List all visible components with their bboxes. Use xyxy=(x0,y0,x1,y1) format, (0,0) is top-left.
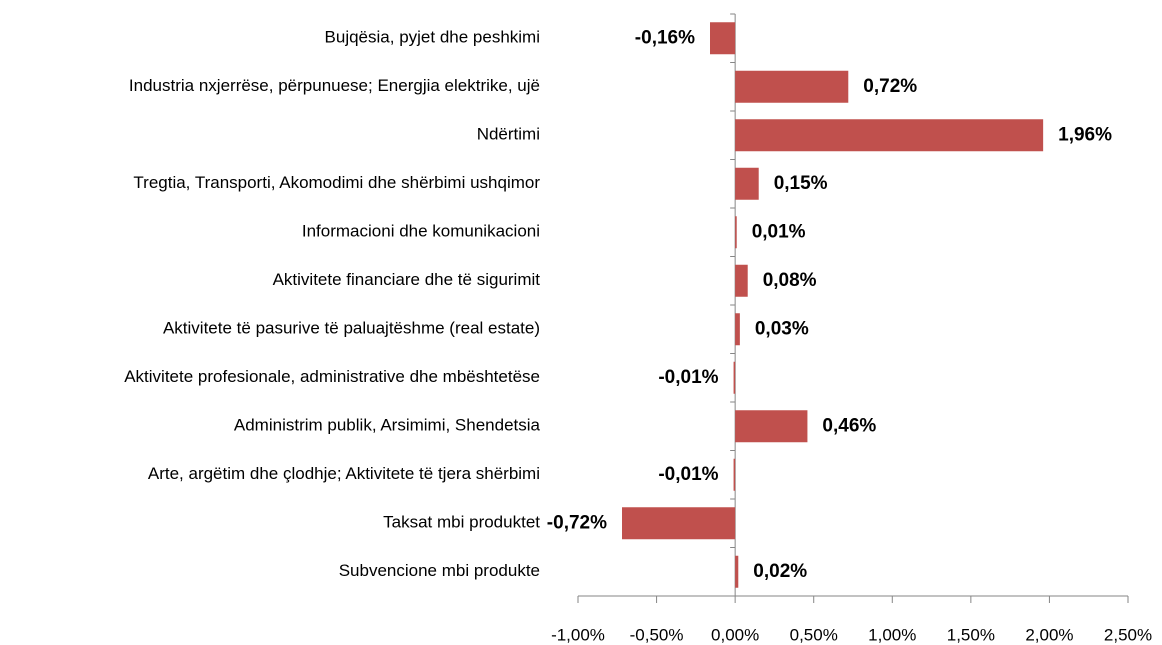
value-label: -0,01% xyxy=(658,464,718,485)
value-label: 0,08% xyxy=(763,270,817,291)
value-label: 0,46% xyxy=(822,415,876,436)
category-label: Administrim publik, Arsimimi, Shendetsia xyxy=(234,416,541,435)
bar xyxy=(735,216,737,249)
value-label: 0,02% xyxy=(753,561,807,582)
bar xyxy=(735,410,808,443)
value-label: -0,16% xyxy=(635,27,695,48)
x-tick-label: 1,50% xyxy=(947,625,995,644)
value-label: 0,15% xyxy=(774,173,828,194)
bar xyxy=(733,361,736,394)
category-label: Aktivitete të pasurive të paluajtëshme (… xyxy=(163,319,540,338)
category-label: Aktivitete profesionale, administrative … xyxy=(124,367,540,386)
bar xyxy=(735,555,739,588)
x-tick-label: -1,00% xyxy=(551,625,605,644)
value-label: -0,72% xyxy=(547,512,607,533)
bar xyxy=(735,119,1044,152)
category-label: Informacioni dhe komunikacioni xyxy=(302,222,540,241)
x-tick-label: 1,00% xyxy=(868,625,916,644)
bar xyxy=(735,70,849,103)
bar xyxy=(710,22,736,55)
value-label: 0,03% xyxy=(755,318,809,339)
x-tick-label: -0,50% xyxy=(630,625,684,644)
category-label: Industria nxjerrëse, përpunuese; Energji… xyxy=(129,76,540,95)
value-label: 1,96% xyxy=(1058,124,1112,145)
bar xyxy=(735,313,740,346)
bar xyxy=(735,167,759,200)
value-label: 0,72% xyxy=(863,76,917,97)
category-label: Subvencione mbi produkte xyxy=(339,561,540,580)
x-tick-label: 2,00% xyxy=(1025,625,1073,644)
category-label: Arte, argëtim dhe çlodhje; Aktivitete të… xyxy=(148,464,540,483)
x-tick-label: 0,50% xyxy=(790,625,838,644)
category-label: Ndërtimi xyxy=(477,125,540,144)
x-tick-label: 2,50% xyxy=(1104,625,1152,644)
category-label: Bujqësia, pyjet dhe peshkimi xyxy=(325,28,540,47)
category-label: Tregtia, Transporti, Akomodimi dhe shërb… xyxy=(133,173,540,192)
x-tick-label: 0,00% xyxy=(711,625,759,644)
value-label: -0,01% xyxy=(658,367,718,388)
category-label: Aktivitete financiare dhe të sigurimit xyxy=(273,270,541,289)
category-label: Taksat mbi produktet xyxy=(383,513,540,532)
value-label: 0,01% xyxy=(752,221,806,242)
bar xyxy=(733,458,736,491)
bar xyxy=(622,507,736,540)
bar xyxy=(735,264,748,297)
